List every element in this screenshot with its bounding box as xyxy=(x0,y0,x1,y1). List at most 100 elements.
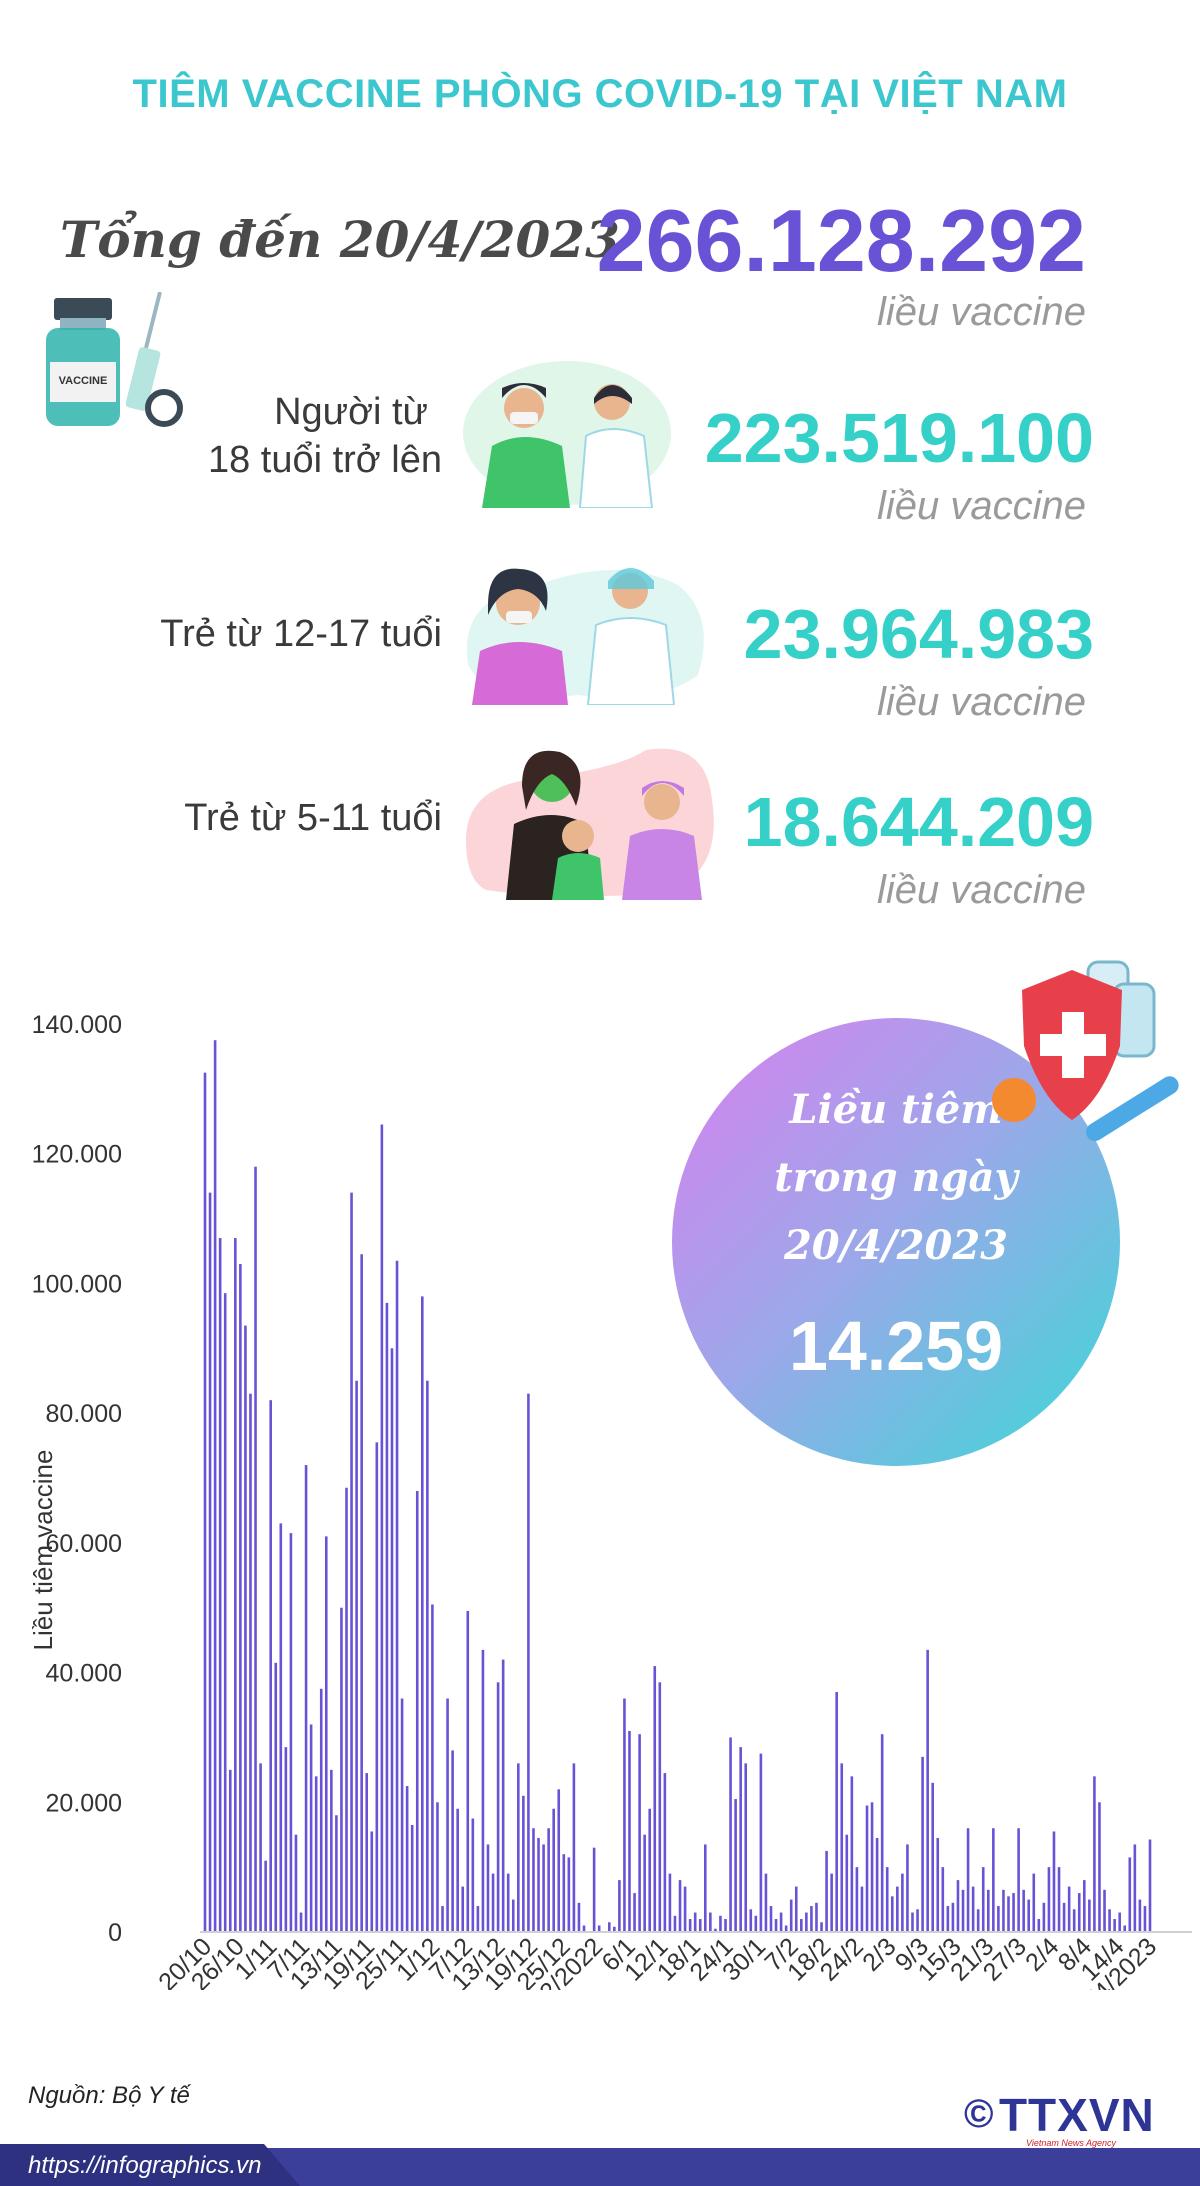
child-head xyxy=(562,820,594,852)
bar xyxy=(951,1902,955,1932)
bar xyxy=(936,1837,940,1932)
bar xyxy=(921,1756,924,1932)
bar xyxy=(850,1776,854,1932)
y-tick-label: 120.000 xyxy=(32,1141,122,1169)
bar xyxy=(1088,1899,1091,1932)
bar xyxy=(279,1523,283,1932)
bar xyxy=(709,1912,712,1932)
bar xyxy=(1017,1828,1020,1932)
bar xyxy=(592,1847,596,1932)
daily-doses-chart: 0 20.000 40.000 60.000 80.000 100.000 120.000 1… xyxy=(28,1011,1192,1990)
bar xyxy=(946,1906,950,1932)
footer-url[interactable]: https://infographics.vn xyxy=(28,2152,262,2179)
bar xyxy=(1027,1899,1031,1932)
bar xyxy=(607,1922,611,1932)
bar xyxy=(385,1302,389,1932)
bar xyxy=(779,1912,783,1932)
bar xyxy=(269,1400,272,1932)
bar xyxy=(764,1873,768,1932)
bar xyxy=(451,1750,454,1932)
bar xyxy=(501,1659,505,1932)
bar xyxy=(719,1915,722,1932)
bar xyxy=(749,1909,753,1932)
bar xyxy=(274,1662,278,1932)
bar xyxy=(577,1902,581,1932)
total-label: Tổng đến 20/4/2023 xyxy=(60,210,620,269)
bar xyxy=(284,1747,288,1932)
group-value-5-11: 18.644.209 xyxy=(743,783,1094,861)
bar xyxy=(976,1909,980,1932)
teen-hair xyxy=(488,568,548,615)
patient-hair xyxy=(502,383,546,398)
shield-vaccine-icon xyxy=(992,960,1179,1141)
bar xyxy=(941,1867,945,1932)
bar xyxy=(673,1915,677,1932)
bar xyxy=(426,1380,429,1932)
group-label-12-17: Trẻ từ 12-17 tuổi xyxy=(160,610,442,658)
bar xyxy=(461,1886,465,1932)
nurse-uniform xyxy=(622,829,702,900)
group-unit-adults: liều vaccine xyxy=(876,484,1086,528)
bar xyxy=(724,1919,727,1932)
bar xyxy=(1062,1902,1066,1932)
bar xyxy=(961,1889,965,1932)
bar xyxy=(1143,1906,1147,1932)
bar xyxy=(340,1607,343,1932)
bar xyxy=(860,1886,864,1932)
bar xyxy=(421,1296,424,1932)
daily-value: 14.259 xyxy=(788,1307,1004,1385)
bar xyxy=(916,1909,919,1932)
child-shirt xyxy=(552,853,604,900)
bar xyxy=(729,1737,732,1932)
page-title: TIÊM VACCINE PHÒNG COVID-19 TẠI VIỆT NAM xyxy=(132,72,1068,116)
bar xyxy=(1123,1925,1127,1932)
group-value-adults: 223.519.100 xyxy=(704,399,1094,477)
bar xyxy=(547,1828,550,1932)
bar xyxy=(997,1906,1000,1932)
teen-mask xyxy=(506,611,532,623)
bar xyxy=(254,1166,257,1932)
bar xyxy=(714,1928,717,1932)
bar xyxy=(228,1769,232,1932)
bar xyxy=(410,1824,414,1932)
bar xyxy=(213,1040,217,1932)
bar xyxy=(319,1688,323,1932)
bar xyxy=(658,1682,662,1932)
y-tick-label: 80.000 xyxy=(46,1400,122,1428)
group-label-adults: Người từ 18 tuổi trở lên xyxy=(208,388,442,484)
bar xyxy=(794,1886,798,1932)
group-label-5-11-line1: Trẻ từ 5-11 tuổi xyxy=(184,797,442,839)
bar xyxy=(896,1886,899,1932)
y-axis: 0 20.000 40.000 60.000 80.000 100.000 120.000 1… xyxy=(32,1011,122,1947)
bar xyxy=(314,1776,318,1932)
group-label-5-11: Trẻ từ 5-11 tuổi xyxy=(184,794,442,842)
mother-hair xyxy=(522,750,581,810)
bar xyxy=(456,1808,459,1932)
bar xyxy=(567,1857,571,1932)
bar xyxy=(759,1753,763,1932)
group-unit-12-17: liều vaccine xyxy=(876,680,1086,724)
bar xyxy=(572,1763,576,1932)
daily-label-line2: trong ngày xyxy=(774,1154,1018,1201)
bar xyxy=(294,1834,298,1932)
bar xyxy=(830,1873,833,1932)
bar xyxy=(244,1325,247,1932)
nurse-head xyxy=(644,784,680,820)
bar xyxy=(522,1795,525,1932)
bar xyxy=(1138,1899,1142,1932)
bar xyxy=(815,1902,818,1932)
bar xyxy=(249,1393,252,1932)
bar xyxy=(840,1763,844,1932)
bar-series xyxy=(203,1040,1152,1932)
bar xyxy=(330,1769,333,1932)
bar xyxy=(875,1837,879,1932)
bar xyxy=(825,1850,828,1932)
doctor-coat xyxy=(586,617,676,705)
bar xyxy=(552,1808,555,1932)
bar xyxy=(820,1922,823,1932)
bar xyxy=(350,1192,353,1932)
bar xyxy=(880,1734,884,1932)
bar xyxy=(345,1487,348,1932)
bar xyxy=(623,1698,626,1932)
vial-label-text: VACCINE xyxy=(59,375,108,387)
